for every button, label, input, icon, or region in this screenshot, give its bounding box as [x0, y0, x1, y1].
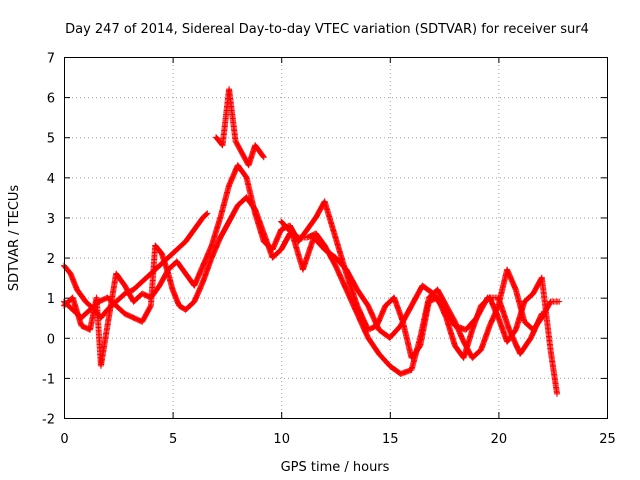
y-tick-label: 3	[47, 212, 55, 227]
data-point-interp	[203, 211, 210, 218]
y-tick-label: 5	[47, 132, 55, 147]
chart-title: Day 247 of 2014, Sidereal Day-to-day VTE…	[65, 22, 589, 37]
data-point	[556, 298, 563, 305]
y-tick-label: 6	[47, 92, 55, 107]
data-points	[61, 86, 563, 397]
x-axis-label: GPS time / hours	[281, 460, 390, 475]
x-tick-label: 25	[599, 432, 616, 447]
y-tick-label: 2	[47, 252, 55, 267]
series-track-e	[278, 218, 545, 357]
data-point	[554, 390, 561, 397]
data-point-interp	[260, 153, 267, 160]
series-track-c	[61, 162, 561, 397]
y-tick-label: 1	[47, 292, 55, 307]
series-track-a	[61, 210, 211, 321]
y-tick-label: -2	[42, 413, 55, 428]
data-point-interp	[202, 211, 209, 218]
y-tick-label: 4	[47, 172, 55, 187]
x-tick-label: 20	[491, 432, 508, 447]
data-point	[204, 210, 211, 217]
plot-frame	[64, 57, 608, 419]
x-tick-label: 10	[273, 432, 290, 447]
y-axis-label: SDTVAR / TECUs	[7, 185, 22, 292]
tick-labels: 0 5 10 15 20 25 -2 -1 0 1 2 3 4 5 6 7	[42, 52, 616, 448]
y-tick-label: -1	[42, 372, 55, 387]
data-point	[538, 310, 545, 317]
y-tick-label: 7	[47, 52, 55, 67]
x-tick-label: 5	[169, 432, 177, 447]
data-point	[260, 154, 267, 161]
x-tick-label: 0	[60, 432, 68, 447]
x-tick-label: 15	[382, 432, 399, 447]
series-track-d	[213, 86, 267, 169]
y-tick-label: 0	[47, 332, 55, 347]
